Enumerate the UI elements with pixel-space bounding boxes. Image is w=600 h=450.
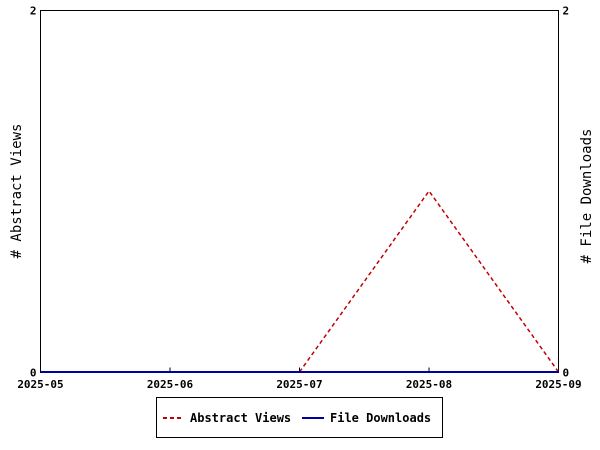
y-axis-right-title: # File Downloads	[579, 129, 595, 264]
legend-box	[156, 397, 443, 438]
x-tick-label: 2025-06	[147, 378, 194, 391]
y-axis-left-title: # Abstract Views	[9, 124, 25, 259]
plot-area	[40, 10, 559, 373]
legend-label-abstract-views: Abstract Views	[190, 411, 291, 425]
legend: Abstract Views File Downloads	[156, 397, 443, 438]
x-tick-label: 2025-07	[276, 378, 322, 391]
y-right-tick-label: 2	[563, 5, 570, 18]
y-left-tick-label: 0	[30, 367, 37, 380]
legend-label-file-downloads: File Downloads	[330, 411, 431, 425]
x-tick-label: 2025-08	[406, 378, 452, 391]
series-layer	[40, 189, 560, 373]
y-right-tick-label: 0	[563, 367, 570, 380]
x-tick-label: 2025-05	[17, 378, 63, 391]
x-axis: 2025-05 2025-06 2025-07 2025-08 2025-09	[17, 367, 582, 391]
x-tick-label: 2025-09	[535, 378, 581, 391]
y-left-tick-label: 2	[30, 5, 37, 18]
